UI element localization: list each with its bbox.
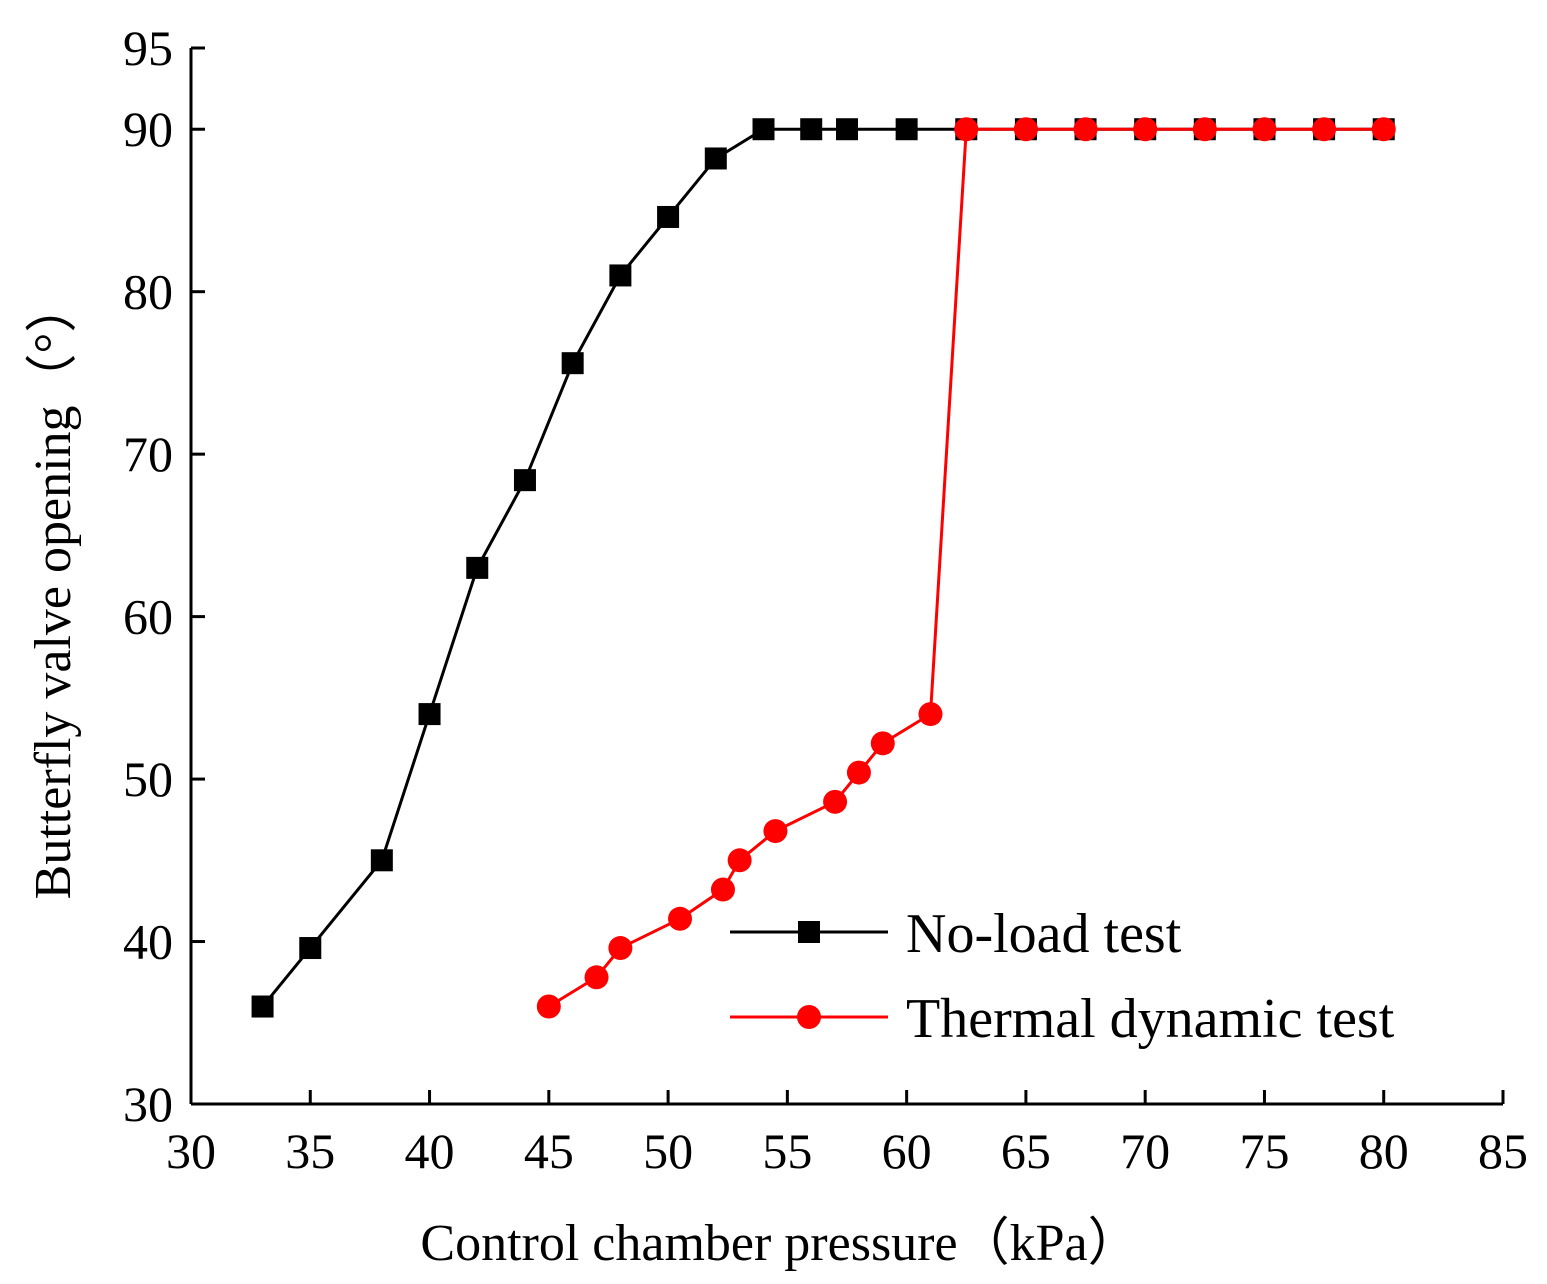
x-tick-label: 45 (524, 1123, 574, 1179)
y-tick-label: 40 (123, 914, 173, 970)
data-point (1013, 117, 1038, 142)
legend-marker (797, 1005, 821, 1029)
data-point (710, 877, 735, 902)
x-axis-title: Control chamber pressure（kPa） (420, 1215, 1139, 1272)
data-point (1312, 117, 1337, 142)
ticks: 30 35 40 45 50 55 60 65 70 75 80 85 30 40 50 60 70 80 90 95 (123, 20, 1528, 1179)
legend-item: Thermal dynamic test (730, 988, 1395, 1050)
data-point (1192, 117, 1217, 142)
data-point (299, 937, 322, 960)
series-line (261, 127, 1384, 1008)
data-layer (251, 117, 1396, 1019)
data-point (823, 789, 848, 814)
y-tick-label: 30 (123, 1076, 173, 1132)
y-tick-label: 60 (123, 589, 173, 645)
data-point (608, 936, 633, 961)
data-point (727, 848, 752, 873)
legend: No-load test Thermal dynamic test (730, 903, 1395, 1050)
x-tick-label: 50 (643, 1123, 693, 1179)
x-tick-label: 70 (1120, 1123, 1170, 1179)
data-point (609, 264, 632, 287)
data-point (1252, 117, 1277, 142)
y-tick-label: 95 (123, 20, 173, 76)
data-point (836, 118, 858, 141)
x-tick-label: 55 (762, 1123, 812, 1179)
x-tick-label: 80 (1359, 1123, 1409, 1179)
data-point (763, 819, 788, 844)
legend-item: No-load test (730, 903, 1182, 965)
data-point (513, 469, 536, 492)
x-tick-label: 40 (405, 1123, 455, 1179)
y-tick-label: 90 (123, 101, 173, 157)
x-tick-label: 60 (882, 1123, 932, 1179)
x-tick-label: 30 (166, 1123, 216, 1179)
series-no-load-test (251, 118, 1395, 1018)
y-tick-label: 80 (123, 264, 173, 320)
series-line (548, 127, 1384, 1008)
data-point (1133, 117, 1158, 142)
data-point (251, 995, 274, 1018)
data-point (418, 703, 441, 726)
data-point (846, 760, 871, 785)
x-tick-label: 35 (285, 1123, 335, 1179)
axes (189, 48, 1503, 1106)
data-point (1371, 117, 1396, 142)
data-point (584, 965, 609, 990)
data-point (954, 117, 979, 142)
x-tick-label: 65 (1001, 1123, 1051, 1179)
data-point (561, 352, 584, 375)
data-point (657, 205, 680, 228)
data-point (918, 702, 943, 727)
data-point (466, 556, 489, 579)
y-tick-label: 70 (123, 426, 173, 482)
data-point (895, 118, 918, 141)
data-point (800, 118, 823, 141)
legend-label: No-load test (906, 903, 1182, 965)
data-point (668, 906, 693, 931)
data-point (870, 731, 895, 756)
series-thermal-dynamic-test (536, 117, 1396, 1019)
x-tick-label: 75 (1239, 1123, 1289, 1179)
data-point (370, 849, 393, 872)
data-point (1073, 117, 1098, 142)
y-tick-label: 50 (123, 751, 173, 807)
data-point (752, 118, 775, 141)
data-point (704, 147, 727, 170)
legend-marker (798, 921, 820, 943)
data-point (536, 994, 561, 1019)
y-axis-title: Butterfly valve opening（°） (25, 281, 82, 900)
x-tick-label: 85 (1478, 1123, 1528, 1179)
legend-label: Thermal dynamic test (906, 988, 1395, 1050)
